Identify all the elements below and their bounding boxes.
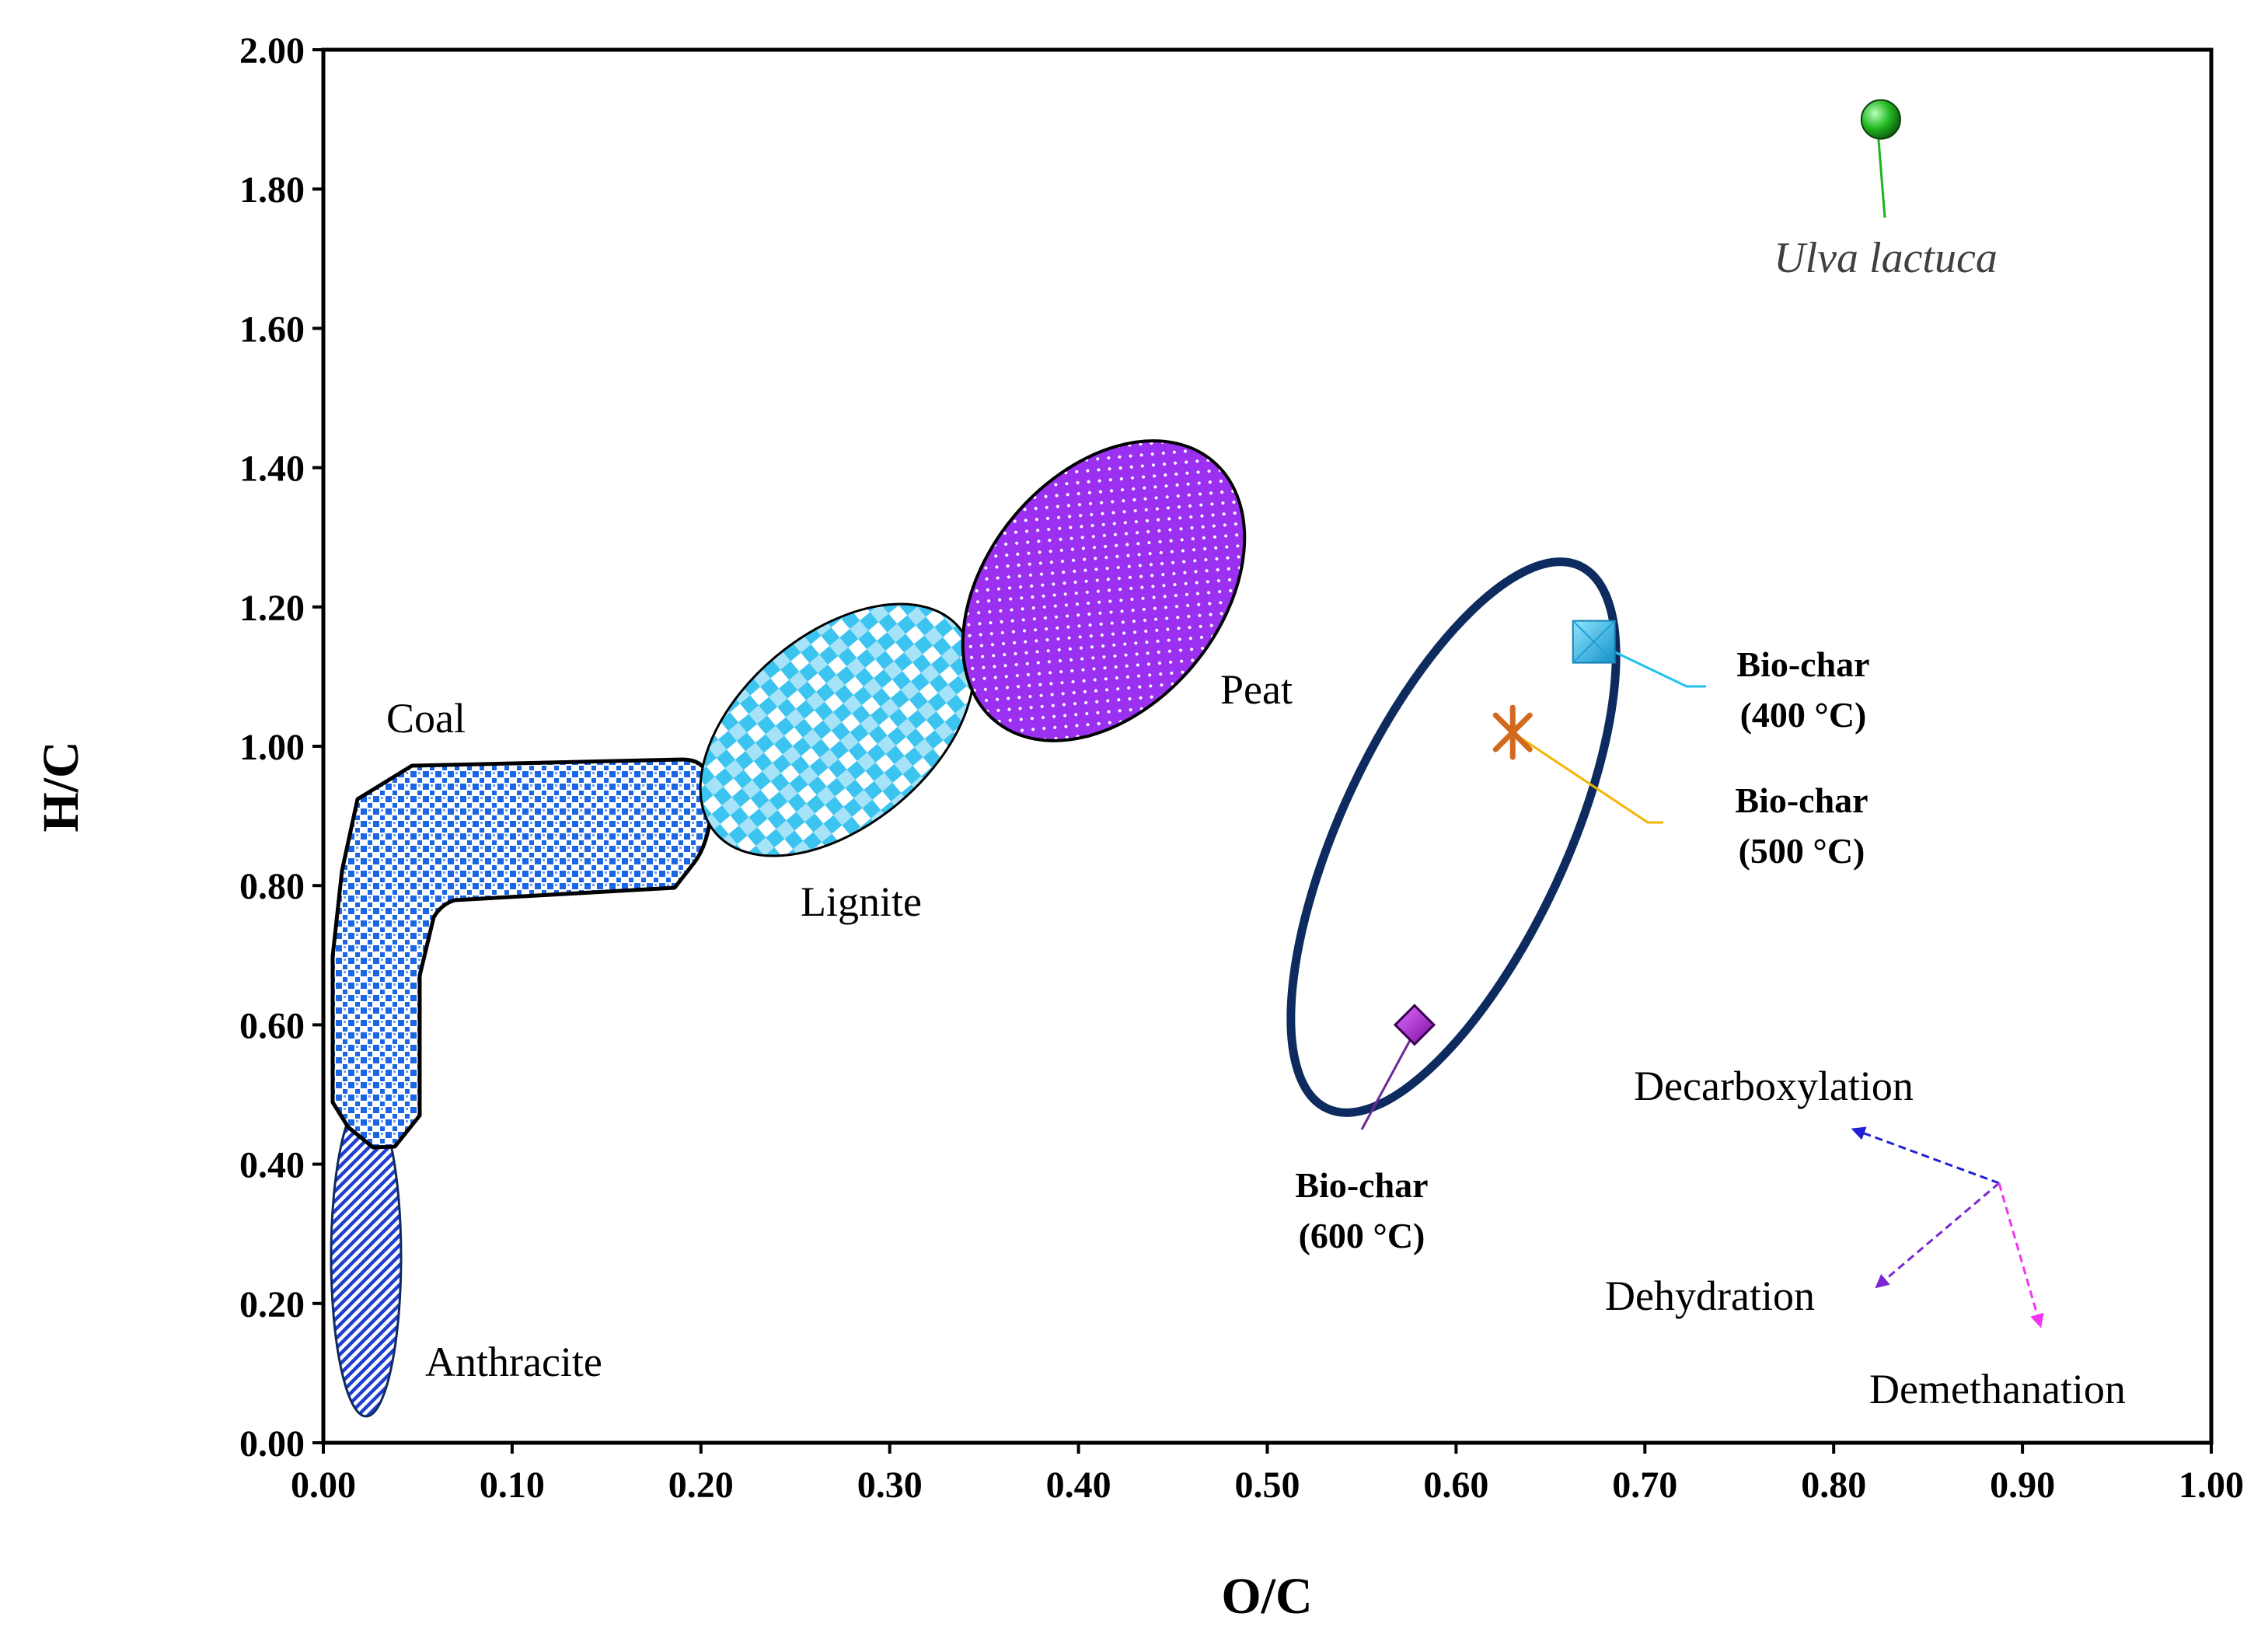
x-tick-label: 0.80 [1801,1465,1866,1506]
leader-biochar-400 [1596,642,1706,688]
demethanation-arrow [1998,1182,2044,1329]
y-tick-label: 1.00 [239,727,305,768]
x-axis-ticks: 0.00 0.10 0.20 0.30 0.40 0.50 0.60 0.70 0.80 0.90… [291,1443,2244,1506]
leader-biochar-600 [1360,1024,1420,1130]
y-tick-label: 0.80 [239,866,305,907]
region-label-coal: Coal [386,695,466,742]
point-label-biochar-600-line1: Bio-char [1295,1165,1428,1205]
y-tick-label: 0.00 [239,1423,305,1465]
x-tick-label: 0.20 [668,1465,734,1506]
leader-biochar-500 [1515,733,1663,824]
point-label-ulva: Ulva lactuca [1774,234,1998,282]
point-label-biochar-500-line2: (500 °C) [1739,831,1865,871]
coal-region [330,757,714,1150]
point-labels: Ulva lactuca Bio-char (400 °C) Bio-char … [1295,234,1997,1255]
pathway-labels: Decarboxylation Dehydration Demethanatio… [1605,1063,2126,1412]
data-points [1393,99,1901,1046]
x-tick-label: 0.30 [857,1465,923,1506]
y-tick-label: 1.40 [239,449,305,490]
x-axis-title: O/C [1221,1568,1312,1625]
region-labels: Coal Lignite Peat Anthracite [386,666,1293,1385]
x-tick-label: 0.60 [1423,1465,1488,1506]
x-tick-label: 1.00 [2179,1465,2244,1506]
biochar-ellipse [1286,557,1621,1117]
dehydration-arrow [1875,1182,2000,1289]
pathway-label-demethanation: Demethanation [1869,1366,2126,1412]
x-tick-label: 0.00 [291,1465,356,1506]
leader-ulva [1876,130,1886,218]
region-label-lignite: Lignite [801,878,922,925]
ulva-lactuca-marker [1860,99,1901,140]
point-label-biochar-400-line1: Bio-char [1736,644,1869,684]
biochar-600-marker [1393,1004,1436,1046]
pathway-label-decarboxylation: Decarboxylation [1634,1063,1914,1109]
x-tick-label: 0.50 [1235,1465,1300,1506]
pathway-arrows [1851,1126,2044,1329]
y-axis-title: H/C [33,741,89,832]
y-axis-ticks: 0.00 0.20 0.40 0.60 0.80 1.00 1.20 1.40 1.60 1.80… [239,30,323,1465]
y-tick-label: 2.00 [239,30,305,72]
decarboxylation-arrow [1851,1126,2000,1185]
biochar-400-marker [1572,620,1616,664]
y-tick-label: 1.20 [239,588,305,629]
y-tick-label: 0.60 [239,1005,305,1046]
point-label-biochar-600-line2: (600 °C) [1299,1216,1425,1255]
regions [330,439,1247,1418]
lignite-region [699,602,975,857]
y-tick-label: 1.60 [239,309,305,350]
x-tick-label: 0.70 [1612,1465,1677,1506]
peat-region [961,439,1247,742]
biochar-500-marker [1492,704,1533,760]
x-tick-label: 0.40 [1046,1465,1111,1506]
point-label-biochar-400-line2: (400 °C) [1740,695,1867,735]
region-label-peat: Peat [1220,666,1293,713]
y-tick-label: 1.80 [239,169,305,211]
y-tick-label: 0.40 [239,1145,305,1186]
y-tick-label: 0.20 [239,1284,305,1325]
leader-lines [1360,130,1886,1130]
region-label-anthracite: Anthracite [425,1339,602,1385]
x-tick-label: 0.90 [1990,1465,2055,1506]
x-tick-label: 0.10 [480,1465,545,1506]
point-label-biochar-500-line1: Bio-char [1735,780,1868,820]
pathway-label-dehydration: Dehydration [1605,1273,1815,1319]
